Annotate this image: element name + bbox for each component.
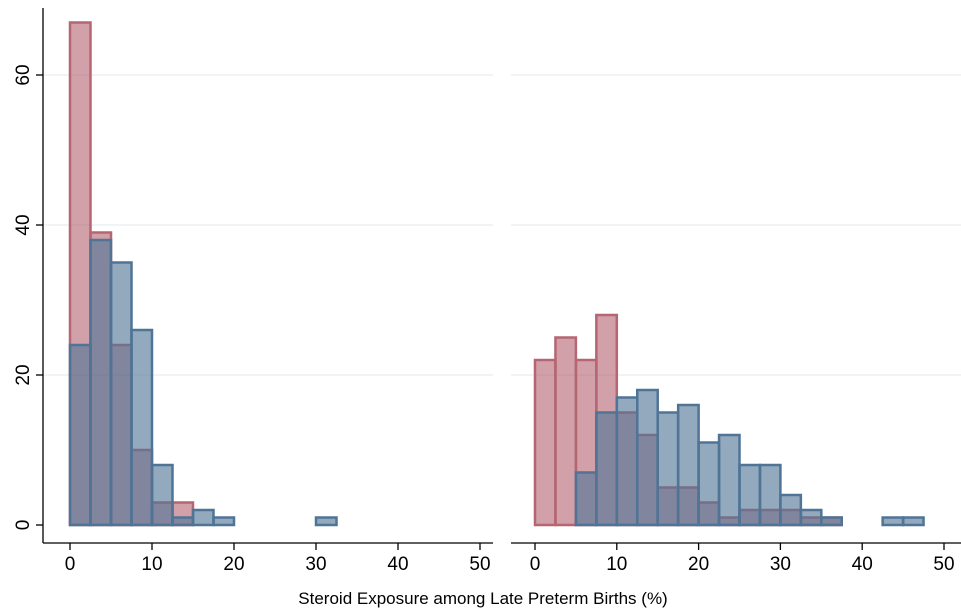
- panel-2: 0 10 20 30 40 50: [511, 74, 961, 575]
- x-tick-label: 10: [606, 554, 627, 575]
- histogram-bar: [212, 516, 236, 527]
- histogram-bar: [68, 343, 92, 527]
- y-tick-label: 40: [13, 214, 34, 235]
- y-tick-label: 60: [13, 64, 34, 85]
- histogram-bar: [717, 433, 741, 527]
- histogram-bar: [595, 411, 619, 527]
- series-2-bars: [68, 238, 338, 527]
- x-axis-title: Steroid Exposure among Late Preterm Birt…: [298, 589, 667, 608]
- chart-panels: 0 10 20 30 40 50 0 20 40 60 0 10 20 30 40 50: [13, 8, 961, 575]
- histogram-bar: [758, 463, 782, 527]
- histogram-bar: [799, 508, 823, 527]
- x-tick-label: 0: [530, 554, 541, 575]
- histogram-bar: [171, 516, 195, 527]
- histogram-bar: [130, 328, 154, 527]
- histogram-bar: [574, 471, 598, 527]
- x-tick-label: 50: [469, 554, 490, 575]
- histogram-bar: [150, 463, 174, 527]
- x-tick-label: 40: [387, 554, 408, 575]
- histogram-bar: [636, 388, 659, 527]
- histogram-bar: [881, 516, 905, 527]
- histogram-bar: [615, 396, 639, 527]
- x-tick-label: 10: [141, 554, 162, 575]
- y-tick-label: 0: [13, 520, 34, 531]
- histogram-bar: [738, 463, 762, 527]
- histogram-bar: [314, 516, 338, 527]
- histogram-bar: [676, 403, 700, 527]
- histogram-bar: [89, 238, 113, 527]
- histogram-bar: [656, 411, 680, 527]
- y-tick-label: 20: [13, 364, 34, 385]
- panel-1: 0 10 20 30 40 50 0 20 40 60: [13, 8, 493, 575]
- histogram-bar: [820, 516, 843, 527]
- histogram-bar: [554, 336, 578, 527]
- histogram-bar: [779, 493, 803, 527]
- x-tick-label: 40: [852, 554, 873, 575]
- histogram-bar: [533, 358, 557, 527]
- x-tick-label: 0: [65, 554, 76, 575]
- histogram-bar: [109, 261, 133, 527]
- histogram-bar: [901, 516, 925, 527]
- histogram-bar: [191, 508, 215, 527]
- x-tick-label: 20: [223, 554, 244, 575]
- series-2-bars: [574, 388, 925, 527]
- x-tick-label: 50: [933, 554, 954, 575]
- x-tick-label: 20: [688, 554, 709, 575]
- histogram-bar: [697, 441, 721, 527]
- x-tick-label: 30: [305, 554, 326, 575]
- x-tick-label: 30: [770, 554, 791, 575]
